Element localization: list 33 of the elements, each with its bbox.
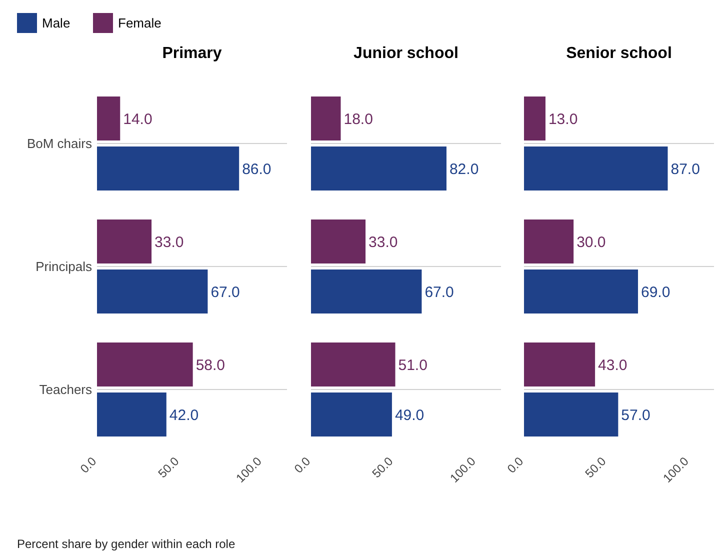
y-tick-label: Principals — [36, 259, 92, 274]
chart-title: Senior school — [566, 45, 672, 62]
data-label: 13.0 — [548, 110, 578, 128]
y-tick-label: Teachers — [39, 382, 92, 398]
data-label: 42.0 — [169, 406, 199, 424]
data-label: 33.0 — [154, 234, 184, 251]
y-tick-label: BoM chairs — [26, 136, 92, 152]
data-label: 14.0 — [123, 110, 152, 128]
data-label: 86.0 — [242, 160, 272, 178]
x-tick-label: 0.0 — [77, 454, 100, 476]
chart-title: Junior school — [354, 45, 458, 62]
data-label: 82.0 — [449, 160, 479, 178]
text: Percent share by gender within each role — [17, 537, 236, 551]
data-label: 51.0 — [398, 356, 428, 374]
data-label: 67.0 — [424, 284, 454, 301]
chart-title: Primary — [162, 45, 222, 62]
data-label: 33.0 — [368, 234, 398, 251]
data-label: 67.0 — [210, 284, 240, 301]
data-label: 87.0 — [670, 160, 700, 178]
x-tick-label: 50.0 — [369, 454, 396, 481]
data-label: 57.0 — [621, 406, 650, 424]
data-label: 49.0 — [394, 406, 424, 424]
data-label: 69.0 — [641, 284, 670, 301]
x-tick-label: 50.0 — [582, 454, 609, 481]
data-label: 18.0 — [344, 110, 373, 128]
data-label: 43.0 — [598, 356, 628, 374]
x-tick-label: 0.0 — [504, 454, 526, 476]
legend-label: Female — [118, 16, 162, 31]
x-tick-label: 0.0 — [291, 454, 314, 476]
data-label: 58.0 — [196, 356, 226, 374]
data-label: 30.0 — [576, 234, 606, 251]
x-tick-label: 50.0 — [155, 454, 182, 481]
legend-label: Male — [42, 16, 70, 31]
